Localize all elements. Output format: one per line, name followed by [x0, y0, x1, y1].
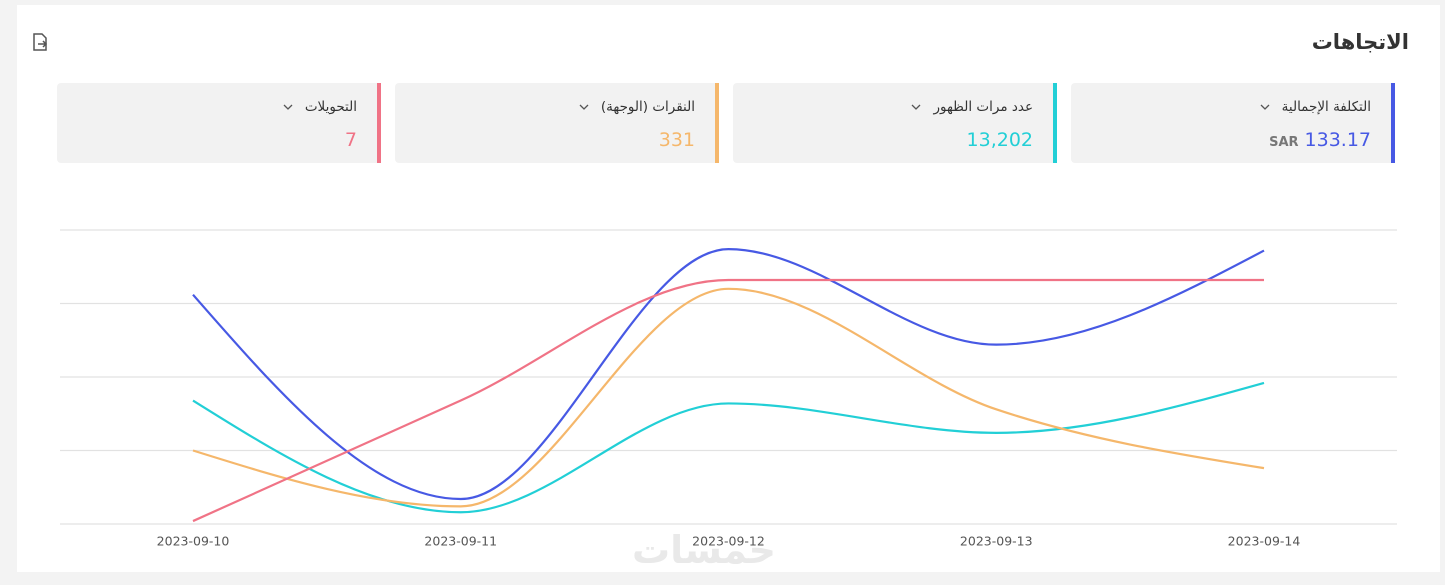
metric-label-row: التحويلات — [283, 99, 357, 115]
metric-label: التحويلات — [304, 99, 357, 115]
metric-label-row: النقرات (الوجهة) — [579, 99, 695, 115]
series-line — [192, 248, 1265, 501]
metric-label: التكلفة الإجمالية — [1281, 99, 1371, 115]
metric-value-row: 13,202 — [967, 129, 1033, 151]
metric-label-row: التكلفة الإجمالية — [1260, 99, 1371, 115]
watermark: خمسات — [632, 528, 776, 572]
metric-value-row: 331 — [659, 129, 695, 151]
metric-label-row: عدد مرات الظهور — [911, 99, 1033, 115]
metric-card[interactable]: التكلفة الإجمالية 133.17 SAR — [1071, 83, 1395, 163]
metric-value: 133.17 — [1304, 129, 1371, 151]
metric-value: 7 — [344, 129, 357, 151]
chevron[interactable] — [283, 104, 293, 110]
metric-unit: SAR — [1269, 135, 1299, 150]
x-tick-label: 2023-09-13 — [960, 534, 1033, 549]
x-tick-label: 2023-09-14 — [1228, 534, 1301, 549]
metric-card[interactable]: عدد مرات الظهور 13,202 — [733, 83, 1057, 163]
metric-value: 13,202 — [966, 129, 1033, 151]
metric-label: النقرات (الوجهة) — [600, 99, 695, 115]
series-line — [192, 287, 1265, 508]
x-tick-label: 2023-09-11 — [424, 534, 497, 549]
chevron[interactable] — [1260, 104, 1270, 110]
metric-value-row: 133.17 SAR — [1269, 129, 1371, 151]
series-line — [192, 381, 1265, 514]
metric-value-row: 7 — [345, 129, 357, 151]
x-tick-label: 2023-09-10 — [157, 534, 230, 549]
chevron[interactable] — [579, 104, 589, 110]
series-line — [192, 278, 1264, 523]
metric-card[interactable]: النقرات (الوجهة) 331 — [395, 83, 719, 163]
metric-value: 331 — [658, 129, 695, 151]
chevron[interactable] — [911, 104, 921, 110]
x-tick-label: 2023-09-12 — [692, 534, 765, 549]
panel-title: الاتجاهات — [1311, 30, 1409, 54]
metric-card[interactable]: التحويلات 7 — [57, 83, 381, 163]
export-icon[interactable] — [30, 32, 50, 52]
metric-label: عدد مرات الظهور — [933, 99, 1033, 115]
